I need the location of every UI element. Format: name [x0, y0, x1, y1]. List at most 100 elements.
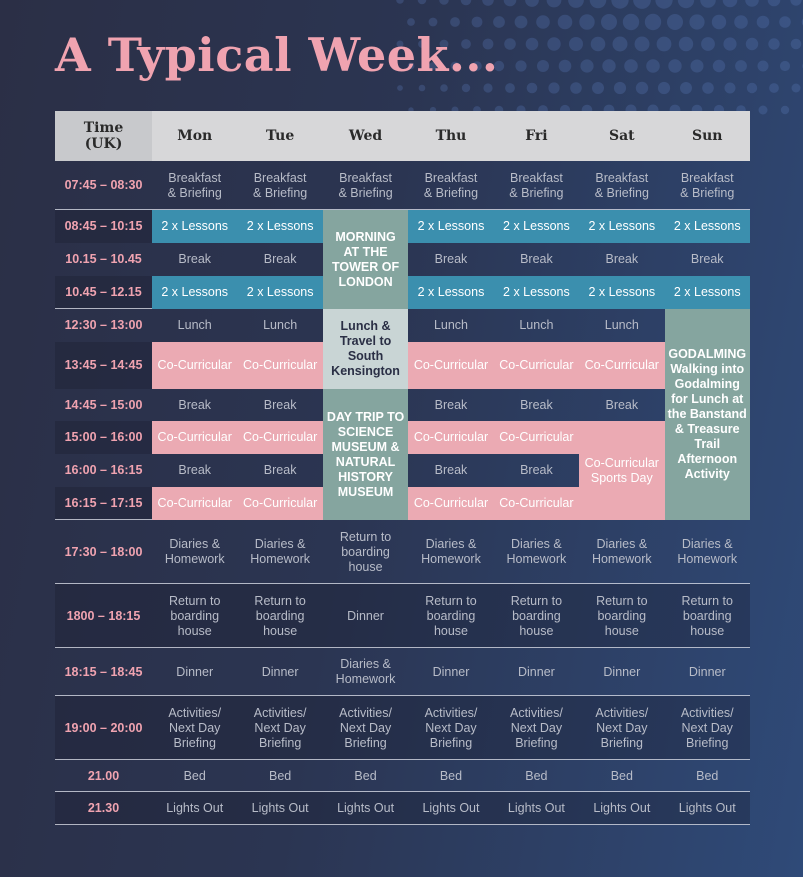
- row-separator: [55, 760, 750, 792]
- schedule-cell: Dinner: [261, 664, 299, 679]
- schedule-cell: Break: [263, 252, 297, 266]
- schedule-cell: Diaries & Homework: [164, 537, 225, 566]
- schedule-cell: 2 x Lessons: [408, 210, 494, 243]
- background-dot: [790, 38, 802, 50]
- schedule-cell: Bed: [525, 768, 548, 783]
- schedule-cell: Lights Out: [593, 801, 651, 815]
- schedule-cell: Activities/ Next Day Briefing: [510, 705, 563, 750]
- background-dot: [428, 17, 438, 27]
- background-dot: [440, 84, 448, 92]
- background-dot: [450, 17, 460, 27]
- background-dot: [734, 15, 748, 29]
- schedule-cell: Breakfast & Briefing: [509, 170, 564, 200]
- schedule-cell: Co-Curricular: [579, 342, 665, 389]
- background-dot: [680, 82, 692, 94]
- background-dot: [780, 105, 790, 115]
- time-cell: 21.30: [87, 801, 120, 815]
- schedule-cell: Activities/ Next Day Briefing: [339, 705, 392, 750]
- schedule-cell: Break: [263, 463, 297, 477]
- schedule-cell: Return to boarding house: [425, 593, 477, 638]
- schedule-cell: Break: [178, 252, 212, 266]
- schedule-cell: Dinner: [517, 664, 555, 679]
- background-dot: [668, 59, 682, 73]
- schedule-cell: Lunch: [177, 318, 212, 332]
- background-dot: [525, 37, 539, 51]
- schedule-cell: Bed: [183, 768, 206, 783]
- background-dot: [472, 61, 482, 71]
- background-dot: [569, 37, 583, 51]
- background-dot: [745, 37, 759, 51]
- sun-godalming-title: GODALMING: [668, 347, 747, 361]
- schedule-cell: Break: [690, 252, 724, 266]
- background-dot: [536, 15, 550, 29]
- schedule-cell: Co-Curricular: [152, 421, 238, 454]
- background-dot: [526, 82, 538, 94]
- time-cell: 13:45 – 14:45: [64, 358, 143, 372]
- schedule-cell: 2 x Lessons: [493, 210, 580, 243]
- header-day-fri: Fri: [493, 111, 580, 161]
- row-separator: [55, 792, 750, 825]
- background-dot: [735, 60, 747, 72]
- background-dot: [439, 0, 449, 5]
- background-dot: [546, 0, 562, 8]
- background-dot: [767, 0, 781, 7]
- schedule-cell: Dinner: [432, 664, 470, 679]
- background-dot: [746, 82, 758, 94]
- background-dot: [646, 59, 660, 73]
- row-separator: [55, 696, 750, 760]
- header-day-tue: Tue: [237, 111, 323, 161]
- schedule-cell: Break: [520, 397, 553, 412]
- background-dot: [611, 0, 629, 9]
- background-dot: [756, 15, 770, 29]
- schedule-cell: 2 x Lessons: [237, 210, 323, 243]
- background-dot: [612, 36, 628, 52]
- schedule-cell: Diaries & Homework: [591, 537, 652, 566]
- background-dot: [450, 61, 460, 71]
- schedule-cell: Break: [434, 252, 468, 266]
- background-dot: [677, 0, 695, 9]
- schedule-cell: Co-Curricular: [237, 487, 323, 520]
- schedule-cell: Co-Curricular: [152, 342, 238, 389]
- schedule-cell: Lunch: [433, 318, 468, 332]
- sun-godalming: GODALMING Walking into Godalming for Lunc…: [664, 309, 750, 520]
- schedule-cell: Diaries & Homework: [335, 657, 396, 686]
- background-dot: [418, 84, 426, 92]
- background-dot: [624, 59, 638, 73]
- time-cell: 10.15 – 10.45: [65, 252, 142, 266]
- background-dot: [779, 60, 791, 72]
- sat-sports-day: Co-Curricular Sports Day: [579, 421, 665, 520]
- background-dot: [634, 36, 650, 52]
- header-day-sun: Sun: [664, 111, 750, 161]
- schedule-cell: Break: [605, 252, 639, 266]
- background-dot: [791, 83, 801, 93]
- schedule-cell: Diaries & Homework: [677, 537, 738, 566]
- background-dot: [397, 85, 403, 91]
- background-dot: [678, 36, 694, 52]
- time-cell: 1800 – 18:15: [66, 608, 141, 623]
- time-cell: 19:00 – 20:00: [64, 720, 143, 735]
- schedule-cell: Bed: [354, 768, 377, 783]
- schedule-cell: Co-Curricular: [408, 487, 494, 520]
- background-dot: [514, 15, 528, 29]
- wed-lunch-travel: Lunch & Travel to South Kensington: [322, 309, 409, 389]
- background-dot: [644, 13, 662, 31]
- background-dot: [622, 13, 640, 31]
- schedule-cell: 2 x Lessons: [237, 276, 323, 309]
- schedule-cell: Break: [178, 397, 212, 412]
- background-dot: [656, 36, 672, 52]
- schedule-cell: Break: [178, 463, 212, 477]
- background-dot: [568, 0, 584, 8]
- time-cell: 14:45 – 15:00: [64, 397, 143, 412]
- background-dot: [396, 40, 404, 48]
- background-dot: [689, 14, 705, 30]
- sun-godalming-text: Walking into Godalming for Lunch at the …: [667, 362, 747, 481]
- schedule-cell: Dinner: [176, 664, 214, 679]
- schedule-cell: 2 x Lessons: [579, 276, 665, 309]
- schedule-cell: Dinner: [603, 664, 641, 679]
- schedule-cell: 2 x Lessons: [493, 276, 580, 309]
- time-cell: 17:30 – 18:00: [64, 544, 143, 559]
- schedule-cell: Break: [520, 252, 553, 266]
- background-dot: [548, 82, 560, 94]
- wed-day-trip: DAY TRIP TO SCIENCE MUSEUM & NATURAL HIS…: [322, 389, 409, 520]
- background-dot: [702, 82, 714, 94]
